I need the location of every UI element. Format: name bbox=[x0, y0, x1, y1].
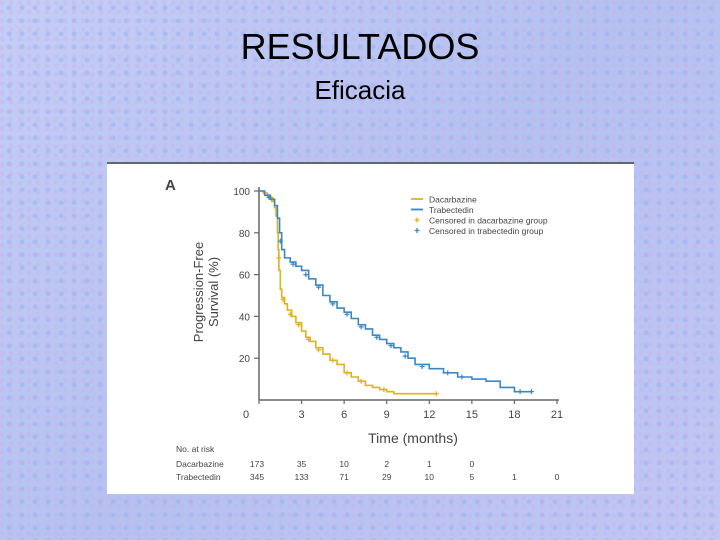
at-risk-value: 0 bbox=[555, 472, 560, 482]
x-tick-label: 9 bbox=[384, 409, 390, 421]
y-axis-label-line: Survival (%) bbox=[206, 257, 221, 327]
at-risk-value: 2 bbox=[384, 459, 389, 469]
legend-label: Dacarbazine bbox=[429, 195, 477, 205]
censor-mark-trabectedin bbox=[528, 389, 534, 395]
x-axis-label: Time (months) bbox=[368, 430, 458, 446]
at-risk-header: No. at risk bbox=[176, 444, 215, 454]
x-tick-label: 0 bbox=[243, 409, 249, 421]
curve-trabectedin bbox=[259, 190, 532, 393]
x-tick-label: 21 bbox=[551, 409, 563, 421]
censor-mark-dacarbazine bbox=[276, 255, 282, 261]
at-risk-value: 29 bbox=[382, 472, 392, 482]
censor-mark-dacarbazine bbox=[433, 391, 439, 397]
censor-mark-dacarbazine bbox=[306, 336, 312, 342]
censor-mark-dacarbazine bbox=[344, 370, 350, 376]
censor-mark-trabectedin bbox=[388, 343, 394, 349]
legend-plus-swatch bbox=[414, 217, 420, 223]
x-tick-label: 15 bbox=[466, 409, 478, 421]
censor-mark-trabectedin bbox=[358, 324, 364, 330]
y-tick-label: 20 bbox=[239, 354, 251, 365]
censor-mark-trabectedin bbox=[344, 311, 350, 317]
legend-label: Censored in dacarbazine group bbox=[429, 216, 548, 226]
y-tick-label: 60 bbox=[239, 271, 251, 282]
at-risk-value: 10 bbox=[425, 472, 435, 482]
y-tick-label: 40 bbox=[239, 312, 251, 323]
censor-mark-dacarbazine bbox=[330, 357, 336, 363]
at-risk-value: 71 bbox=[339, 472, 349, 482]
at-risk-value: 1 bbox=[512, 472, 517, 482]
legend-plus-swatch bbox=[414, 228, 420, 233]
y-axis-label-line: Progression-Free bbox=[191, 242, 206, 342]
at-risk-row-label: Trabectedin bbox=[176, 472, 221, 482]
at-risk-value: 35 bbox=[297, 459, 307, 469]
censor-mark-trabectedin bbox=[445, 370, 451, 376]
censor-mark-dacarbazine bbox=[358, 378, 364, 384]
censor-mark-trabectedin bbox=[277, 238, 283, 244]
y-tick-label: 80 bbox=[239, 229, 251, 240]
censor-mark-trabectedin bbox=[303, 272, 309, 278]
censor-mark-trabectedin bbox=[316, 284, 322, 290]
censor-mark-dacarbazine bbox=[280, 297, 286, 303]
censor-mark-dacarbazine bbox=[381, 387, 387, 393]
censor-mark-trabectedin bbox=[330, 301, 336, 307]
at-risk-value: 345 bbox=[250, 472, 264, 482]
at-risk-value: 133 bbox=[294, 472, 308, 482]
censor-mark-dacarbazine bbox=[287, 311, 293, 317]
y-axis-label: Progression-FreeSurvival (%) bbox=[191, 242, 221, 342]
at-risk-value: 173 bbox=[250, 459, 264, 469]
legend-label: Trabectedin bbox=[429, 205, 474, 215]
x-tick-label: 3 bbox=[299, 409, 305, 421]
slide-title: RESULTADOS bbox=[240, 26, 480, 67]
curve-dacarbazine bbox=[259, 190, 437, 395]
slide-subtitle: Eficacia bbox=[314, 75, 406, 105]
censor-mark-dacarbazine bbox=[296, 322, 302, 328]
at-risk-row-label: Dacarbazine bbox=[176, 459, 224, 469]
censor-mark-trabectedin bbox=[290, 261, 296, 267]
x-tick-label: 12 bbox=[423, 409, 435, 421]
x-tick-label: 18 bbox=[508, 409, 520, 421]
censor-mark-trabectedin bbox=[402, 353, 408, 359]
at-risk-value: 10 bbox=[339, 459, 349, 469]
y-tick-label: 100 bbox=[233, 187, 250, 198]
censor-mark-trabectedin bbox=[266, 194, 272, 200]
censor-mark-trabectedin bbox=[517, 389, 523, 395]
censor-mark-trabectedin bbox=[374, 334, 380, 340]
at-risk-value: 0 bbox=[469, 459, 474, 469]
at-risk-value: 1 bbox=[427, 459, 432, 469]
legend-label: Censored in trabectedin group bbox=[429, 226, 544, 236]
at-risk-value: 5 bbox=[469, 472, 474, 482]
censor-mark-dacarbazine bbox=[316, 347, 322, 353]
x-tick-label: 6 bbox=[341, 409, 347, 421]
km-figure: A 20 40 60 80 100 0 3 6 9 12 15 18 21 Progression-Free… bbox=[107, 162, 634, 494]
censor-mark-trabectedin bbox=[459, 374, 465, 380]
censor-mark-trabectedin bbox=[419, 364, 425, 370]
panel-label: A bbox=[165, 177, 176, 194]
